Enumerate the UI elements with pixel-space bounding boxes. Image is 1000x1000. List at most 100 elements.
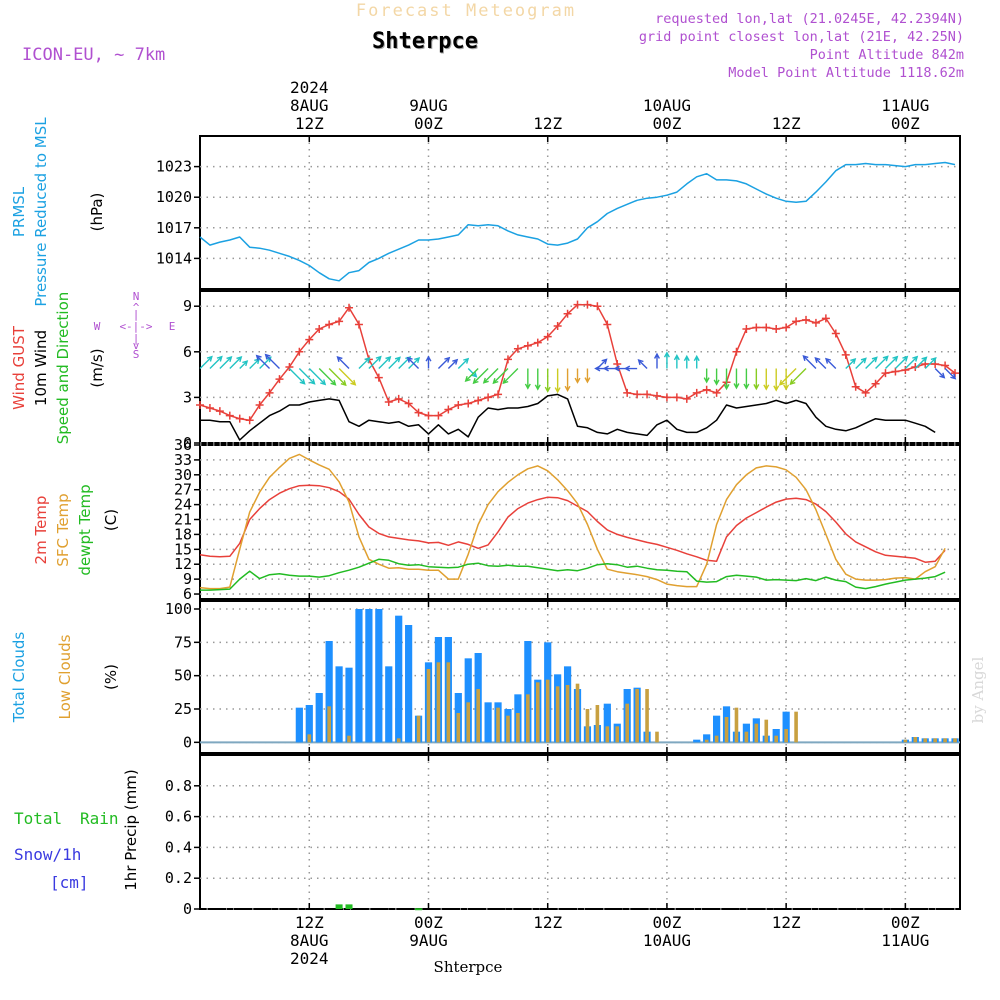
- gust-marker: [672, 393, 681, 402]
- low-cloud-bar: [466, 702, 471, 743]
- wind-direction-arrow: [472, 368, 489, 385]
- wind-direction-arrow: [778, 368, 797, 386]
- wind-direction-arrow: [723, 368, 730, 391]
- gust-marker: [802, 315, 811, 324]
- time-label-bottom: 9AUG: [409, 931, 448, 950]
- time-label-bottom: 10AUG: [643, 931, 691, 950]
- gust-marker: [861, 388, 870, 397]
- gust-marker: [732, 347, 741, 356]
- temperature-tick-label: 6: [183, 585, 192, 603]
- wind-direction-arrow: [259, 356, 272, 370]
- wind-direction-arrow: [875, 355, 889, 370]
- total-cloud-bar: [355, 609, 363, 743]
- compass-south: S: [133, 348, 140, 361]
- gust-marker: [573, 300, 582, 309]
- gust-marker: [444, 405, 453, 414]
- wind-direction-arrow: [824, 357, 837, 370]
- total-cloud-bar: [703, 734, 711, 743]
- gust-marker: [702, 385, 711, 394]
- low-cloud-bar: [933, 738, 937, 743]
- wind-direction-arrow: [554, 368, 561, 394]
- clouds-tick-label: 100: [165, 600, 192, 618]
- gust-marker: [792, 317, 801, 326]
- precip-unit-label: 1hr Precip (mm): [122, 769, 140, 890]
- wind-direction-arrow: [865, 356, 878, 370]
- precip-axis-titles: Total Rain Snow/1h [cm] 1hr Precip (mm): [14, 769, 140, 892]
- wind-direction-arrow: [482, 368, 499, 384]
- temperature-tick-label: 36: [174, 436, 192, 454]
- wind-direction-arrow: [673, 354, 680, 369]
- wind-direction-arrow: [437, 356, 451, 370]
- gust-marker: [633, 390, 642, 399]
- gust-marker: [772, 325, 781, 333]
- wind-direction-arrow: [564, 368, 571, 393]
- low-cloud-bar: [923, 738, 928, 743]
- compass-s-line: |: [133, 332, 140, 345]
- wind-direction-arrow: [574, 368, 581, 384]
- plot-area: 1014101710201023036969121518212427303336…: [156, 78, 961, 968]
- low-cloud-bar: [327, 706, 331, 743]
- time-label-top: 8AUG: [290, 96, 329, 115]
- wind-tick-label: 3: [183, 388, 192, 406]
- time-label-bottom: 00Z: [891, 913, 920, 932]
- wind-direction-arrow: [447, 358, 459, 370]
- gust-marker: [692, 388, 701, 397]
- gust-marker: [196, 401, 204, 409]
- model-label: ICON-EU, ~ 7km: [22, 45, 165, 65]
- low-cloud-bar: [436, 662, 441, 743]
- compass-west: W: [94, 320, 101, 333]
- gust-marker: [374, 373, 383, 382]
- wind-frame: [199, 290, 961, 444]
- pressure-panel: 1014 1017 1020 1023: [156, 135, 961, 290]
- gust-marker: [871, 379, 880, 388]
- gust-marker: [533, 338, 542, 347]
- wind-direction-arrow: [298, 368, 316, 385]
- time-label-bottom: 12Z: [772, 913, 801, 932]
- gust-marker: [851, 382, 860, 391]
- wind-direction-arrow: [845, 358, 857, 370]
- pressure-frame: [199, 135, 961, 290]
- wind-tick-label: 0: [183, 434, 192, 452]
- wind-direction-arrow: [544, 368, 551, 393]
- wind-direction-arrow: [219, 356, 233, 370]
- gust-marker: [841, 350, 850, 359]
- gust-marker: [752, 323, 761, 332]
- temperature-tick-label: 15: [174, 540, 192, 558]
- pressure-tick-label: 1017: [156, 219, 192, 237]
- total-cloud-bar: [295, 707, 303, 743]
- gust-marker: [414, 408, 423, 417]
- low-cloud-bar: [764, 719, 769, 743]
- wind-direction-arrow: [584, 368, 591, 384]
- precip-bar: [415, 908, 423, 911]
- gust-marker: [484, 393, 493, 402]
- pressure-tick-label: 1023: [156, 158, 192, 176]
- gust-marker: [901, 366, 910, 375]
- low-cloud-bar: [913, 737, 918, 743]
- low-cloud-bar: [605, 726, 610, 743]
- wind-direction-arrow: [336, 356, 350, 370]
- low-cloud-bar: [615, 726, 620, 743]
- gust-marker: [245, 416, 254, 425]
- precip-total-label: Total: [14, 809, 62, 828]
- wind-direction-arrow: [229, 356, 243, 370]
- precip-tick-label: 0.4: [165, 838, 192, 856]
- total-cloud-bar: [484, 702, 492, 743]
- time-label-top: 12Z: [772, 114, 801, 133]
- pressure-tick-label: 1014: [156, 249, 192, 267]
- clouds-tick-label: 50: [174, 667, 192, 685]
- wind-direction-arrow: [637, 359, 648, 370]
- location-title: Shterpce: [372, 29, 478, 54]
- precip-tick-label: 0.8: [165, 777, 192, 795]
- total-cloud-bar: [325, 641, 333, 743]
- low-cloud-bar: [446, 662, 451, 743]
- low-cloud-bar: [724, 717, 729, 743]
- gust-marker: [593, 302, 602, 311]
- model-altitude: Model Point Altitude 1118.62m: [728, 65, 964, 81]
- total-cloud-bar: [395, 615, 403, 743]
- temp2m-line: [199, 484, 946, 563]
- wind-direction-arrow: [802, 355, 817, 370]
- precip-snow-label: Snow/1h: [14, 845, 81, 864]
- gust-marker: [225, 411, 234, 420]
- total-cloud-bar: [713, 715, 721, 743]
